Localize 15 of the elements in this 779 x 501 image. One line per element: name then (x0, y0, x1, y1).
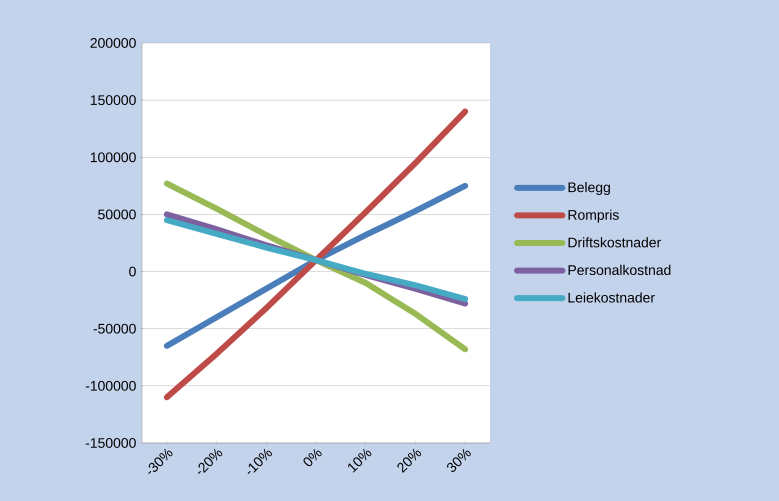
y-tick-label: 0 (129, 266, 136, 276)
y-tick-label: -100000 (86, 380, 136, 391)
y-tick-label: 50000 (98, 209, 136, 220)
legend-label: Belegg (568, 182, 610, 196)
x-tick-label: 0% (304, 448, 322, 466)
x-tick-label: 30% (447, 448, 471, 472)
y-tick-label: -50000 (94, 324, 136, 334)
y-tick-label: -150000 (86, 438, 136, 448)
legend-label: Rompris (568, 210, 619, 223)
legend-label: Personalkostnad (568, 264, 670, 276)
y-tick-label: 100000 (90, 152, 136, 162)
legend-label: Leiekostnader (568, 292, 655, 303)
legend-label: Driftskostnader (568, 237, 661, 248)
y-tick-label: 150000 (90, 95, 136, 106)
y-tick-label: 200000 (90, 38, 136, 48)
